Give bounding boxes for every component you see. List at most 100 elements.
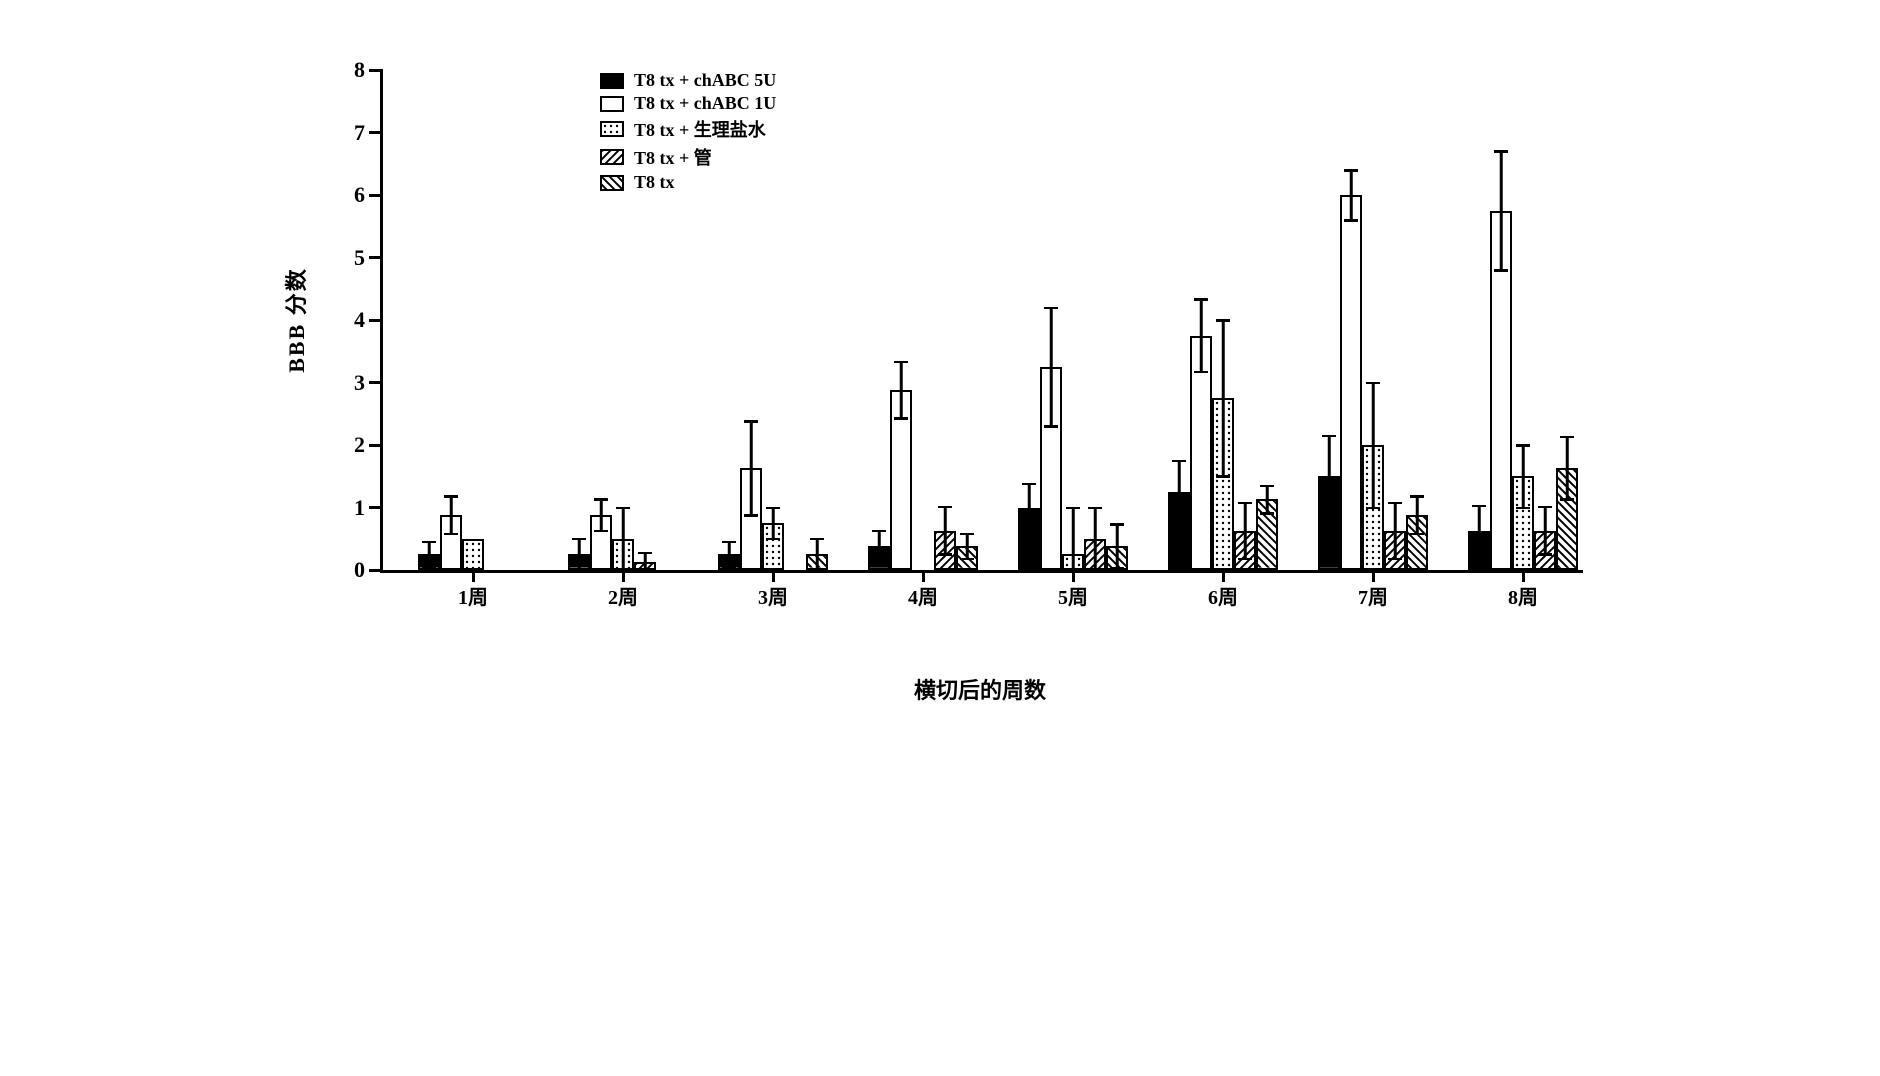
error-cap [1366,382,1380,385]
error-cap [1110,567,1124,570]
x-tick [922,570,925,582]
error-cap [1110,523,1124,526]
error-cap [938,506,952,509]
error-bar [1266,486,1269,514]
error-bar [1522,445,1525,508]
y-tick [369,194,383,197]
error-bar [1328,436,1331,517]
error-cap [1538,506,1552,509]
error-cap [894,361,908,364]
y-tick-label: 2 [335,432,365,458]
error-cap [1322,516,1336,519]
error-cap [1066,507,1080,510]
y-tick [369,319,383,322]
error-cap [894,417,908,420]
error-bar [1116,524,1119,568]
x-tick-label: 3周 [758,581,788,610]
error-cap [1088,507,1102,510]
error-bar [728,542,731,567]
error-bar [1072,508,1075,571]
y-tick-label: 4 [335,307,365,333]
error-bar [966,534,969,559]
error-cap [1194,371,1208,374]
legend-item: T8 tx + 生理盐水 [600,116,776,142]
error-cap [422,541,436,544]
y-tick-label: 0 [335,557,365,583]
plot-area: 0123456781周2周3周4周5周6周7周8周 [380,70,1583,573]
error-bar [622,508,625,571]
legend-swatch [600,175,624,191]
error-cap [1410,495,1424,498]
error-cap [1516,444,1530,447]
error-cap [960,558,974,561]
error-cap [722,541,736,544]
error-cap [1238,558,1252,561]
y-tick [369,506,383,509]
error-bar [1372,383,1375,508]
x-tick-label: 8周 [1508,581,1538,610]
x-tick-label: 6周 [1208,581,1238,610]
legend-label: T8 tx [634,172,675,193]
error-bar [1478,506,1481,556]
error-cap [1238,502,1252,505]
error-bar [1544,507,1547,555]
legend-item: T8 tx [600,172,776,193]
error-bar [1028,484,1031,532]
error-bar [900,362,903,418]
y-tick-label: 6 [335,182,365,208]
x-tick [1222,570,1225,582]
error-bar [878,531,881,562]
error-cap [1388,502,1402,505]
error-bar [450,496,453,534]
error-cap [1494,150,1508,153]
legend-item: T8 tx + 管 [600,144,776,170]
x-tick-label: 2周 [608,581,638,610]
bar [462,539,484,570]
legend-label: T8 tx + chABC 1U [634,93,776,114]
error-cap [872,561,886,564]
y-tick-label: 1 [335,495,365,521]
y-tick [369,69,383,72]
error-cap [1538,553,1552,556]
error-cap [1194,298,1208,301]
legend-item: T8 tx + chABC 1U [600,93,776,114]
error-cap [1022,483,1036,486]
error-bar [644,553,647,571]
legend: T8 tx + chABC 5UT8 tx + chABC 1UT8 tx + … [600,70,776,195]
y-tick [369,381,383,384]
error-bar [750,421,753,515]
y-tick-label: 7 [335,120,365,146]
legend-swatch [600,121,624,137]
y-tick-label: 5 [335,245,365,271]
error-cap [1560,436,1574,439]
x-tick-label: 1周 [458,581,488,610]
error-cap [938,553,952,556]
legend-swatch [600,73,624,89]
legend-label: T8 tx + chABC 5U [634,70,776,91]
y-tick [369,444,383,447]
legend-swatch [600,149,624,165]
error-cap [1172,460,1186,463]
error-cap [872,530,886,533]
error-bar [428,542,431,567]
error-cap [722,566,736,569]
error-cap [1388,558,1402,561]
error-cap [444,495,458,498]
error-bar [1094,508,1097,571]
error-cap [1022,530,1036,533]
error-cap [594,498,608,501]
error-cap [1260,485,1274,488]
error-cap [616,507,630,510]
error-bar [1566,437,1569,500]
x-tick [622,570,625,582]
error-cap [444,533,458,536]
y-tick [369,131,383,134]
y-axis-title: BBB 分数 [279,267,311,373]
error-cap [810,538,824,541]
error-cap [1216,475,1230,478]
error-bar [1178,461,1181,524]
x-tick [772,570,775,582]
error-bar [1244,503,1247,559]
error-bar [578,539,581,570]
legend-label: T8 tx + 管 [634,144,712,170]
